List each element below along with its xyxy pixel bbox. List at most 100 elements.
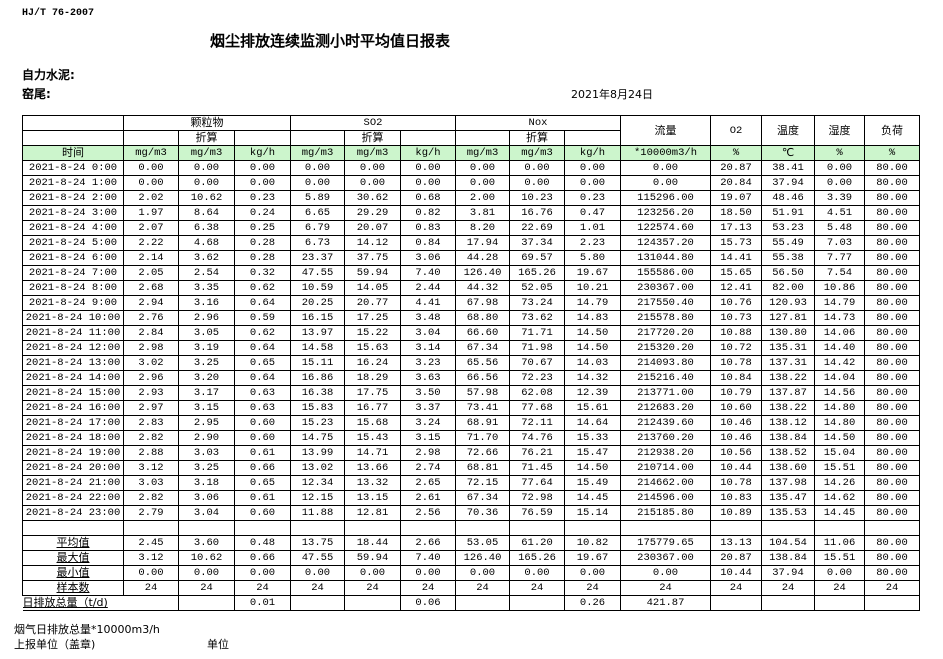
value-cell: 120.93 [761,295,815,311]
summary-value: 0.00 [620,565,711,581]
value-cell: 15.23 [290,415,345,431]
group-header: SO2 [290,115,456,131]
value-cell: 77.64 [509,475,565,491]
column-header: 负荷 [864,115,920,146]
value-cell: 2.82 [123,490,179,506]
summary-value: 138.84 [761,550,815,566]
value-cell: 55.38 [761,250,815,266]
value-cell: 80.00 [864,325,920,341]
value-cell: 12.15 [290,490,345,506]
value-cell: 0.61 [234,445,291,461]
column-header: 流量 [620,115,711,146]
value-cell: 213760.20 [620,430,711,446]
value-cell: 3.50 [400,385,456,401]
summary-value: 24 [761,580,815,596]
value-cell: 3.81 [455,205,510,221]
value-cell: 6.73 [290,235,345,251]
value-cell: 214596.00 [620,490,711,506]
summary-value: 0.00 [344,565,401,581]
summary-label: 最小值 [22,565,124,581]
value-cell: 212683.20 [620,400,711,416]
value-cell: 10.86 [814,280,865,296]
value-cell: 3.20 [178,370,235,386]
value-cell: 0.00 [620,175,711,191]
value-cell: 14.80 [814,400,865,416]
value-cell: 0.62 [234,325,291,341]
page-title: 烟尘排放连续监测小时平均值日报表 [209,32,450,50]
table-row: 2021-8-24 20:00 3.12 3.25 0.66 13.02 13.66 2.7… [22,460,920,476]
summary-row: 样本数 24 24 24 24 24 24 24 24 24 24 24 24 24 24 [22,580,920,596]
value-cell: 13.02 [290,460,345,476]
value-cell: 16.86 [290,370,345,386]
value-cell: 10.84 [710,370,762,386]
value-cell: 59.94 [344,265,401,281]
summary-value: 59.94 [344,550,401,566]
value-cell: 2.96 [178,310,235,326]
value-cell: 15.65 [710,265,762,281]
daily-total-value [864,595,920,611]
value-cell: 0.64 [234,340,291,356]
daily-total-value: 0.26 [564,595,621,611]
value-cell: 138.22 [761,370,815,386]
converted-header: 折算 [509,130,565,146]
summary-label: 最大值 [22,550,124,566]
value-cell: 0.66 [234,460,291,476]
value-cell: 0.64 [234,295,291,311]
summary-label: 平均值 [22,535,124,551]
empty-header-cell [290,130,345,146]
summary-value: 80.00 [864,535,920,551]
time-cell: 2021-8-24 14:00 [22,370,124,386]
value-cell: 2.23 [564,235,621,251]
value-cell: 22.69 [509,220,565,236]
value-cell: 57.98 [455,385,510,401]
value-cell: 3.04 [178,505,235,521]
summary-value: 10.44 [710,565,762,581]
value-cell: 80.00 [864,370,920,386]
value-cell: 0.62 [234,280,291,296]
value-cell: 15.49 [564,475,621,491]
time-cell: 2021-8-24 0:00 [22,160,124,176]
value-cell: 80.00 [864,205,920,221]
value-cell: 3.62 [178,250,235,266]
value-cell: 80.00 [864,175,920,191]
value-cell: 14.56 [814,385,865,401]
value-cell: 69.57 [509,250,565,266]
value-cell: 15.14 [564,505,621,521]
time-cell: 2021-8-24 11:00 [22,325,124,341]
value-cell: 14.45 [814,505,865,521]
time-cell: 2021-8-24 18:00 [22,430,124,446]
unit-header: % [814,145,865,161]
summary-value: 0.66 [234,550,291,566]
value-cell: 2.90 [178,430,235,446]
value-cell: 67.98 [455,295,510,311]
unit-header: mg/m3 [344,145,401,161]
value-cell: 80.00 [864,250,920,266]
value-cell: 2.79 [123,505,179,521]
time-cell: 2021-8-24 17:00 [22,415,124,431]
unit-header: % [864,145,920,161]
unit-header: % [710,145,762,161]
value-cell: 16.24 [344,355,401,371]
value-cell: 215578.80 [620,310,711,326]
empty-header-cell [455,130,510,146]
value-cell: 0.83 [400,220,456,236]
value-cell: 68.80 [455,310,510,326]
table-row: 2021-8-24 10:00 2.76 2.96 0.59 16.15 17.25 3.4… [22,310,920,326]
value-cell: 123256.20 [620,205,711,221]
summary-value: 0.00 [290,565,345,581]
time-cell: 2021-8-24 15:00 [22,385,124,401]
value-cell: 10.76 [710,295,762,311]
value-cell: 3.03 [123,475,179,491]
empty-cell [620,520,711,536]
header-row-converted: 折算 折算 折算 [22,130,920,146]
summary-value: 3.12 [123,550,179,566]
table-row: 2021-8-24 9:00 2.94 3.16 0.64 20.25 20.77 4.41… [22,295,920,311]
value-cell: 0.23 [564,190,621,206]
table-row: 2021-8-24 21:00 3.03 3.18 0.65 12.34 13.32 2.6… [22,475,920,491]
summary-value: 18.44 [344,535,401,551]
value-cell: 13.66 [344,460,401,476]
table-row: 2021-8-24 23:00 2.79 3.04 0.60 11.88 12.81 2.5… [22,505,920,521]
value-cell: 14.75 [290,430,345,446]
value-cell: 12.34 [290,475,345,491]
value-cell: 10.62 [178,190,235,206]
